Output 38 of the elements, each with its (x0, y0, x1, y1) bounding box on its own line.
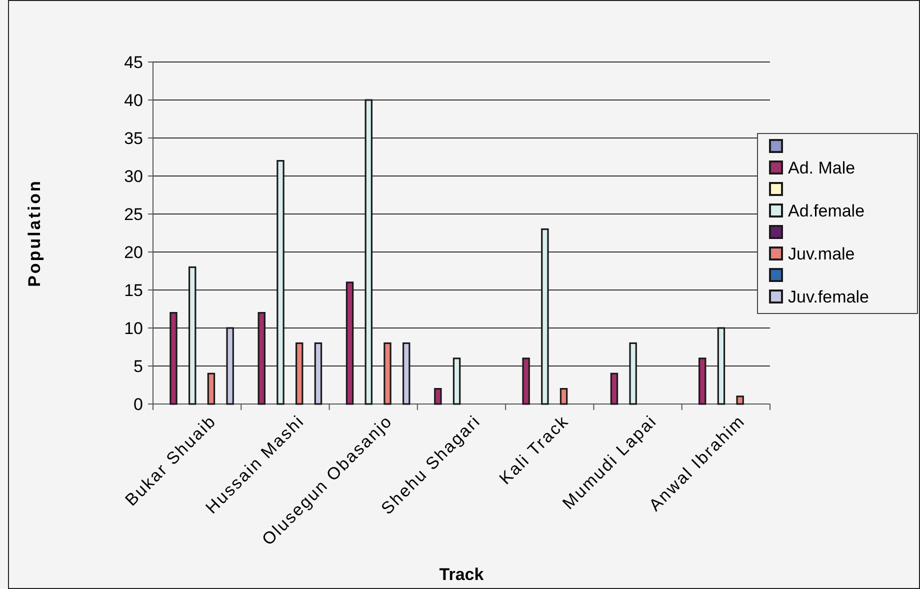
bar (226, 327, 234, 405)
y-tick-label: 40 (124, 90, 143, 110)
bar (610, 372, 618, 405)
bar (560, 388, 568, 405)
bar (170, 312, 178, 405)
bar (402, 342, 410, 405)
bar (188, 266, 196, 405)
bar (364, 99, 373, 405)
legend-label: Juv.male (788, 244, 855, 264)
y-tick-label: 25 (124, 204, 143, 224)
bar (522, 358, 530, 405)
bar (207, 372, 216, 405)
bar (698, 358, 706, 405)
y-tick-label: 30 (124, 166, 143, 186)
y-tick-label: 15 (124, 280, 143, 300)
y-tick-label: 20 (124, 242, 143, 262)
bar (541, 228, 549, 405)
legend-label: Ad. Male (788, 158, 856, 178)
y-tick-label: 0 (134, 394, 143, 414)
bar (346, 282, 354, 405)
legend-label: Juv.female (788, 287, 869, 306)
bar (384, 342, 392, 405)
x-axis-title: Track (439, 565, 484, 584)
bar (295, 342, 304, 405)
y-tick-label: 35 (124, 128, 143, 148)
y-tick-label: 45 (124, 52, 143, 72)
bar (314, 342, 322, 405)
bar (276, 160, 284, 405)
bar (258, 312, 266, 405)
bar (629, 342, 637, 405)
y-axis-title: Population (25, 179, 44, 287)
y-tick-label: 10 (124, 318, 143, 338)
bar (452, 358, 461, 405)
y-tick-label: 5 (134, 356, 143, 376)
bar (736, 396, 744, 405)
bar (717, 327, 726, 405)
legend-label: Ad.female (788, 201, 865, 220)
bar (434, 388, 442, 405)
